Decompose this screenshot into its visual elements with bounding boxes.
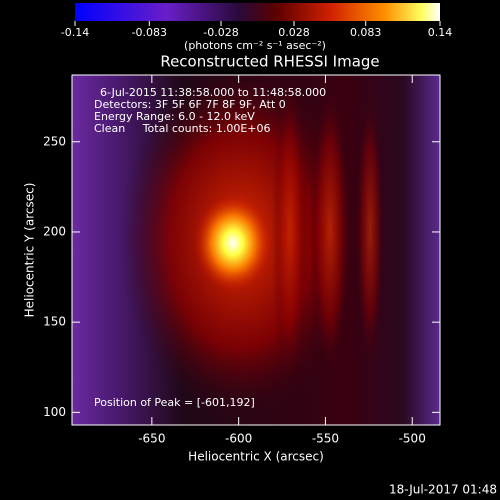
y-tick-label: 200 [43,224,66,238]
y-tick-label: 150 [43,315,66,329]
y-tick-label: 100 [43,405,66,419]
annotation: 6-Jul-2015 11:38:58.000 to 11:48:58.000 [100,86,326,99]
x-tick-label: -500 [399,432,426,446]
y-tick-label: 250 [43,134,66,148]
colorbar-tick-label: -0.083 [132,26,167,39]
image [72,75,440,425]
y-axis-title: Heliocentric Y (arcsec) [23,183,37,318]
colorbar-tick-label: 0.028 [278,26,310,39]
annotation: Clean Total counts: 1.00E+06 [94,122,271,135]
colorbar-tick-label: 0.14 [428,26,453,39]
annotation: Detectors: 3F 5F 6F 7F 8F 9F, Att 0 [94,98,286,111]
colorbar-tick-label: 0.083 [350,26,382,39]
x-tick-label: -550 [312,432,339,446]
chart-title: Reconstructed RHESSI Image [160,53,379,71]
colorbar-label: (photons cm⁻² s⁻¹ asec⁻²) [184,39,326,52]
colorbar-tick-label: -0.028 [203,26,238,39]
x-tick-label: -600 [225,432,252,446]
plot-frame [71,74,441,426]
peak-label: Position of Peak = [-601,192] [94,396,255,409]
x-tick-label: -650 [138,432,165,446]
colorbar [75,3,440,21]
annotation: Energy Range: 6.0 - 12.0 keV [94,110,255,123]
footer-date: 18-Jul-2017 01:48 [389,483,497,497]
x-axis-title: Heliocentric X (arcsec) [188,450,324,464]
colorbar-tick-label: -0.14 [61,26,89,39]
